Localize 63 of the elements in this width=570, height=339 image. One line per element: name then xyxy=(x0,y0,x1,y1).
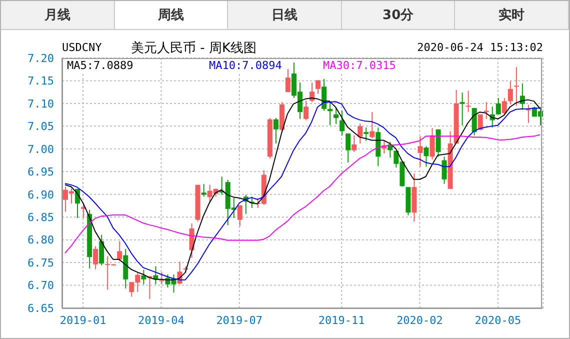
candlestick xyxy=(322,78,327,112)
candlestick xyxy=(514,66,519,106)
text: 月线 xyxy=(44,7,70,24)
text: MA10:7.0894 xyxy=(209,59,282,72)
candlestick xyxy=(316,80,321,94)
y-tick-label: 6.95 xyxy=(28,166,54,179)
candlestick xyxy=(442,156,447,184)
y-tick-label: 7.15 xyxy=(28,74,54,88)
y-tick-label: 7.00 xyxy=(28,142,54,156)
x-tick-label: 2020-02 xyxy=(396,314,443,327)
candlestick xyxy=(436,128,441,158)
candlestick xyxy=(237,204,242,227)
y-tick-label: 6.85 xyxy=(28,210,54,224)
candlestick xyxy=(141,269,146,285)
x-tick-label: 2019-11 xyxy=(318,314,365,327)
y-tick-label: 6.90 xyxy=(28,188,54,202)
candlestick xyxy=(334,106,339,124)
text: 周线 xyxy=(158,6,184,24)
candlestick xyxy=(285,68,290,93)
y-tick-label: 7.05 xyxy=(28,120,54,134)
text: 2020-06-24 15:13:02 xyxy=(417,41,543,54)
candlestick xyxy=(370,112,375,139)
candlestick xyxy=(496,98,501,115)
candlestick xyxy=(424,146,429,168)
chart-title: 美元人民币 - 周K线图 xyxy=(131,40,256,57)
y-tick-label: 6.80 xyxy=(28,234,54,247)
chart-subtitle: USDCNY xyxy=(62,41,102,54)
x-tick-label: 2020-05 xyxy=(474,314,522,327)
candlestick xyxy=(93,246,98,270)
text: MA30:7.0315 xyxy=(323,59,396,72)
text: 30分 xyxy=(382,7,414,24)
candlestick xyxy=(352,134,357,153)
x-tick-label: 2019-04 xyxy=(138,314,185,327)
candlestick xyxy=(99,234,104,266)
candlestick xyxy=(478,114,483,131)
candlestick xyxy=(201,183,206,198)
candlestick xyxy=(484,102,489,120)
candlestick xyxy=(502,98,507,115)
y-tick-label: 7.20 xyxy=(28,52,54,65)
candlestick xyxy=(430,128,435,160)
candlestick xyxy=(418,136,423,168)
x-tick-label: 2019-07 xyxy=(216,314,263,327)
candlestick xyxy=(364,127,369,142)
x-tick-label: 2019-01 xyxy=(60,314,106,327)
candlestick xyxy=(466,90,471,113)
candlestick xyxy=(520,82,525,110)
y-tick-label: 7.10 xyxy=(28,97,54,110)
candlestick xyxy=(346,132,351,164)
y-tick-label: 6.65 xyxy=(28,302,54,315)
candlestick xyxy=(304,100,308,121)
text: MA5:7.0889 xyxy=(67,59,134,72)
candlestick xyxy=(273,118,278,144)
text: 实时 xyxy=(498,6,525,24)
candlestick xyxy=(340,110,345,136)
y-tick-label: 6.70 xyxy=(28,279,54,292)
text: 日线 xyxy=(271,7,298,24)
candlestick xyxy=(508,80,513,105)
candlestick xyxy=(159,272,164,285)
candlestick xyxy=(526,104,531,124)
y-tick-label: 6.75 xyxy=(28,256,54,270)
candlestick xyxy=(460,92,465,126)
candlestick xyxy=(358,122,363,144)
candlestick xyxy=(117,240,122,262)
